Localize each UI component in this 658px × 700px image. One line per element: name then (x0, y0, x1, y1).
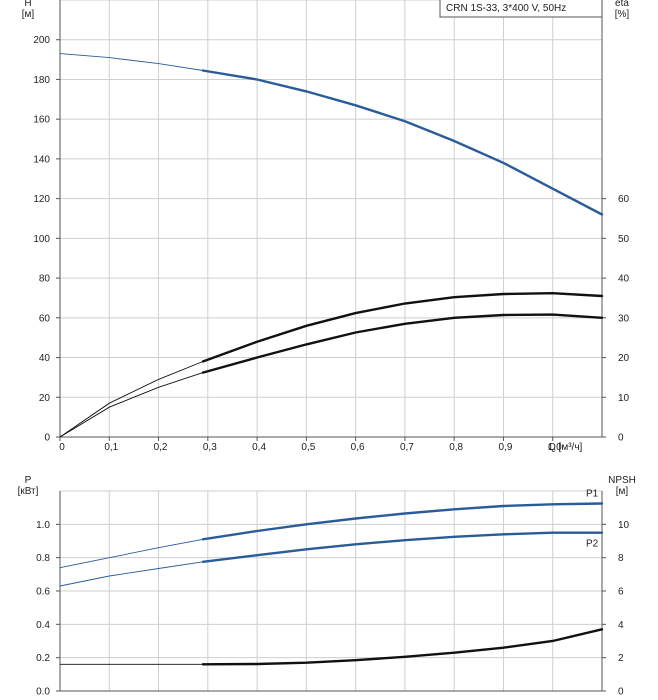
series-operating-P2 (201, 531, 604, 563)
y2-axis-label: eta [%] (615, 0, 630, 20)
y-tick-label: 120 (33, 194, 50, 205)
series-operating-eta_upper (201, 291, 604, 363)
series-line-H (59, 53, 603, 215)
x-tick-label: 0,7 (400, 442, 414, 453)
y-tick-label: 0.2 (36, 653, 50, 664)
chart-panel-2: 0.0 0.2 0.4 0.6 0.8 1.0 0 2 4 6 8 10 P [кВт] NPSH [м] P1… (18, 475, 636, 698)
y2-tick-label: 30 (618, 313, 630, 324)
y-tick-label: 40 (39, 353, 51, 364)
series-label-P2: P2 (586, 539, 599, 550)
y2-tick-label: 6 (618, 587, 624, 598)
y-tick-label: 60 (39, 313, 51, 324)
y2-tick-label: 50 (618, 234, 630, 245)
series-line-NPSH (60, 628, 603, 665)
y-axis-label: H [м] (22, 0, 35, 20)
series-line-eta_lower (59, 314, 603, 438)
y-axis-label: P [кВт] (18, 475, 39, 497)
y2-tick-label: 60 (618, 194, 630, 205)
y2-tick-label: 10 (618, 520, 630, 531)
y-tick-label: 0 (44, 433, 50, 444)
y2-tick-label: 0 (618, 687, 624, 698)
series-operating-H (201, 69, 604, 216)
y-tick-label: 200 (33, 35, 50, 46)
series-operating-eta_lower (201, 313, 604, 374)
y-tick-label: 1.0 (36, 520, 50, 531)
y2-tick-label: 2 (618, 653, 624, 664)
y-tick-label: 0.6 (36, 587, 50, 598)
series-line-P2 (59, 532, 602, 587)
x-axis-label: Q [м³/ч] (548, 442, 583, 453)
y2-tick-label: 4 (618, 620, 624, 631)
x-tick-label: 0 (59, 442, 65, 453)
y-tick-label: 100 (33, 234, 50, 245)
y-tick-label: 0.8 (36, 553, 50, 564)
series-operating-P1 (201, 502, 604, 541)
y-tick-label: 0.4 (36, 620, 50, 631)
x-tick-label: 0,9 (499, 442, 513, 453)
y2-tick-label: 20 (618, 353, 630, 364)
chart-title: CRN 1S-33, 3*400 V, 50Hz (446, 3, 566, 14)
y-tick-label: 140 (33, 154, 50, 165)
x-tick-label: 0,3 (203, 442, 217, 453)
y2-tick-label: 10 (618, 393, 630, 404)
y-tick-label: 20 (39, 393, 51, 404)
y-tick-label: 80 (39, 274, 51, 285)
series-operating-NPSH (201, 628, 604, 666)
y-tick-label: 160 (33, 115, 50, 126)
x-tick-label: 0,8 (449, 442, 463, 453)
chart-panel-1: 0 20 40 60 80 100 120 140 160 180 200 0 10 20 30 40 50 60… (22, 0, 630, 453)
x-tick-label: 0,6 (351, 442, 365, 453)
x-tick-label: 0,4 (252, 442, 266, 453)
x-tick-label: 0,2 (154, 442, 168, 453)
x-tick-label: 0,5 (301, 442, 315, 453)
y-tick-label: 0.0 (36, 687, 50, 698)
y2-axis-label: NPSH [м] (608, 475, 636, 497)
title-box (439, 0, 603, 18)
x-tick-label: 0,1 (104, 442, 118, 453)
series-label-P1: P1 (586, 489, 599, 500)
x-tick-label: 1,0 (548, 442, 562, 453)
y2-tick-label: 40 (618, 274, 630, 285)
y-tick-label: 180 (33, 75, 50, 86)
y2-tick-label: 8 (618, 553, 624, 564)
y2-tick-label: 0 (618, 433, 624, 444)
